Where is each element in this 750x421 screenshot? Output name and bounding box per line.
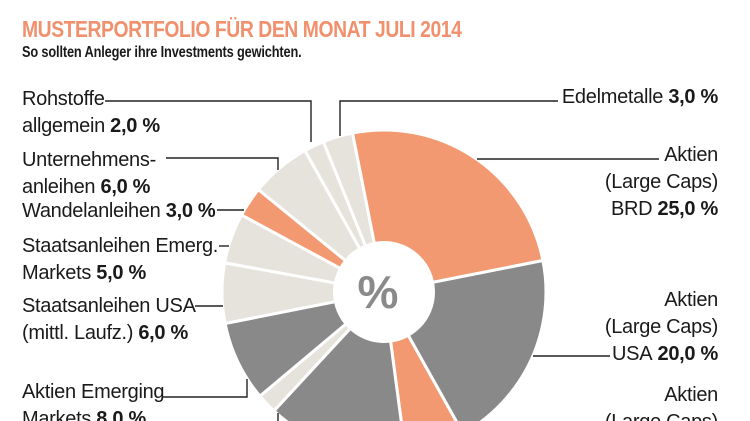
callout-value: 25,0 %	[652, 198, 719, 220]
callout-line: Aktien	[605, 382, 718, 409]
callout-text: Staatsanleihen Emerg.	[22, 235, 219, 257]
callout-unternehmensanleihen: Unternehmens-anleihen 6,0 %	[22, 147, 156, 201]
callout-line: (mittl. Laufz.) 6,0 %	[22, 320, 196, 347]
callout-value: 6,0 %	[133, 322, 188, 344]
page-subtitle: So sollten Anleger ihre Investments gewi…	[22, 44, 302, 61]
callout-value: 5,0 %	[91, 262, 146, 284]
callout-line: Edelmetalle 3,0 %	[562, 84, 718, 111]
callout-text: Staatsanleihen USA	[22, 295, 196, 317]
callout-text: BRD	[610, 198, 653, 220]
callout-aktien-cutoff: Aktien (Large Caps)	[605, 382, 718, 421]
callout-text: Edelmetalle	[561, 86, 664, 108]
leader-line	[339, 100, 558, 136]
callout-rohstoffe: Rohstoffe allgemein 2,0 %	[22, 86, 160, 140]
callout-line: Aktien	[605, 142, 718, 169]
callout-line: Aktien	[605, 287, 718, 314]
callout-line: BRD 25,0 %	[605, 196, 718, 223]
callout-text: USA	[612, 343, 653, 365]
callout-aktien-emerging: Aktien Emerging Markets 8,0 %	[22, 379, 165, 421]
callout-text: (mittl. Laufz.)	[22, 322, 134, 344]
callout-text: allgemein	[22, 115, 105, 137]
callout-text: Aktien	[664, 289, 718, 311]
callout-line: (Large Caps)	[605, 409, 718, 421]
callout-line: USA 20,0 %	[605, 341, 718, 368]
callout-text: Markets	[22, 262, 92, 284]
callout-text: Unternehmens-	[22, 149, 156, 171]
callout-aktien-brd: Aktien (Large Caps) BRD 25,0 %	[605, 142, 718, 223]
callout-line: Wandelanleihen 3,0 %	[22, 198, 216, 225]
callout-text: Markets	[22, 408, 92, 421]
callout-staatsanleihen-emerging: Staatsanleihen Emerg. Markets 5,0 %	[22, 233, 218, 287]
callout-line: allgemein 2,0 %	[22, 113, 160, 140]
callout-line: Unternehmens-	[22, 147, 156, 174]
callout-line: anleihen 6,0 %	[22, 174, 156, 201]
callout-line: Rohstoffe	[22, 86, 160, 113]
leader-line	[166, 157, 279, 170]
callout-text: (Large Caps)	[604, 171, 718, 193]
callout-value: 3,0 %	[663, 86, 718, 108]
callout-text: Aktien	[664, 384, 718, 406]
callout-text: anleihen	[22, 176, 96, 198]
callout-value: 20,0 %	[652, 343, 719, 365]
callout-line: Staatsanleihen Emerg.	[22, 233, 218, 260]
callout-edelmetalle: Edelmetalle 3,0 %	[562, 84, 718, 111]
page-title: MUSTERPORTFOLIO FÜR DEN MONAT JULI 2014	[22, 16, 462, 42]
callout-value: 8,0 %	[91, 408, 146, 421]
chart-center-percent-symbol: %	[358, 266, 399, 318]
callout-line: (Large Caps)	[605, 169, 718, 196]
callout-line: (Large Caps)	[605, 314, 718, 341]
leader-line	[105, 100, 312, 142]
callout-text: (Large Caps)	[604, 316, 718, 338]
chart-center-hole	[333, 241, 435, 343]
callout-text: Aktien Emerging	[22, 381, 165, 403]
leader-line	[163, 379, 248, 398]
callout-text: Rohstoffe	[22, 88, 105, 110]
callout-aktien-usa: Aktien (Large Caps) USA 20,0 %	[605, 287, 718, 368]
callout-wandelanleihen: Wandelanleihen 3,0 %	[22, 198, 216, 225]
callout-value: 2,0 %	[104, 115, 160, 137]
callout-text: Aktien	[664, 144, 718, 166]
callout-text: (Large Caps)	[605, 411, 718, 421]
callout-line: Markets 5,0 %	[22, 260, 218, 287]
callout-line: Staatsanleihen USA	[22, 293, 196, 320]
callout-value: 3,0 %	[160, 200, 216, 222]
callout-line: Aktien Emerging	[22, 379, 165, 406]
callout-line: Markets 8,0 %	[22, 406, 164, 421]
callout-text: Wandelanleihen	[22, 200, 161, 222]
callout-staatsanleihen-usa: Staatsanleihen USA (mittl. Laufz.) 6,0 %	[22, 293, 196, 347]
callout-value: 6,0 %	[95, 176, 151, 198]
